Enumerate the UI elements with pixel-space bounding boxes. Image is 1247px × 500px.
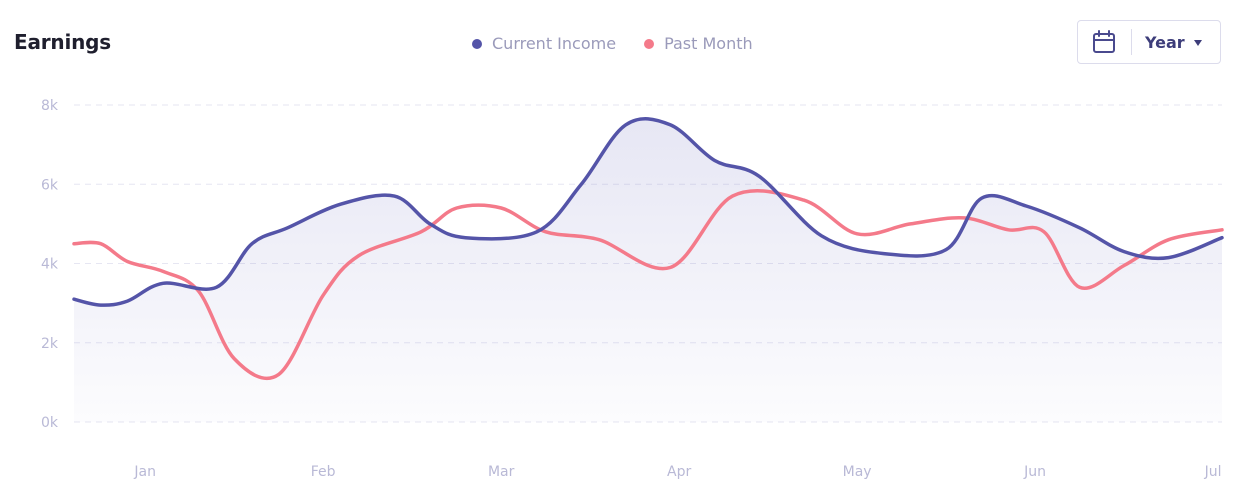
y-tick-label: 6k [41,177,59,193]
x-tick-label: Jun [1023,464,1046,480]
series-line-current-income[interactable] [72,117,1224,307]
x-tick-label: Jan [133,464,156,480]
y-tick-label: 0k [41,415,59,431]
y-axis: 0k 2k 4k 6k 8k [41,98,59,431]
x-axis: Jan Feb Mar Apr May Jun Jul [133,464,1221,480]
period-divider [1131,29,1132,55]
legend-dot [644,38,655,49]
y-tick-label: 4k [41,257,59,273]
x-tick-label: Feb [311,464,336,480]
y-tick-label: 8k [41,98,59,114]
legend-dot [472,38,482,49]
legend-item-current-income[interactable]: Current Income [472,34,616,53]
x-tick-label: Jul [1204,464,1222,480]
calendar-icon [1093,30,1115,53]
y-tick-label: 2k [41,336,59,352]
series-line-past-month[interactable] [72,189,1224,381]
period-select[interactable]: Year [1077,20,1221,64]
series-area-current-income [74,118,1222,423]
x-tick-label: Mar [488,464,515,480]
period-label: Year [1145,32,1185,52]
caret-down-icon [1193,40,1202,46]
x-tick-label: May [843,464,872,480]
legend-label: Past Month [664,34,753,53]
chart-legend: Current Income Past Month [472,34,753,53]
series-layer [72,117,1224,423]
x-tick-label: Apr [667,464,691,480]
legend-item-past-month[interactable]: Past Month [644,34,753,53]
chart-title: Earnings [14,30,111,54]
legend-label: Current Income [492,34,617,53]
